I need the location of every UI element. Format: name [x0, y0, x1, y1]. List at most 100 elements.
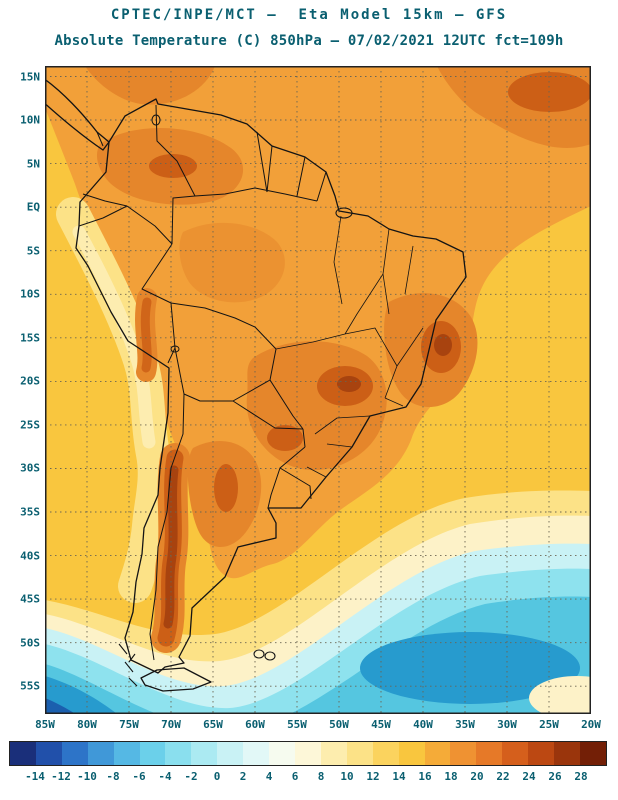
lon-label-50W: 50W: [329, 718, 349, 731]
coastline-central-america: [45, 78, 110, 151]
coastline-tierra-del-fuego: [140, 667, 212, 692]
colorbar-cell-13: [346, 742, 373, 765]
colorbar-cell-7: [191, 742, 218, 765]
map-frame: [45, 66, 591, 714]
colorbar-cell-19: [502, 742, 529, 765]
mild-patch-bottomright: [529, 676, 591, 714]
colorbar-cell-11: [294, 742, 321, 765]
colorbar-cell-0: [10, 742, 36, 765]
lon-label-65W: 65W: [203, 718, 223, 731]
hot-core-topright: [508, 72, 591, 112]
colorbar-cell-3: [87, 742, 114, 765]
colorbar-tick-28: 28: [574, 770, 588, 783]
lat-label-15S: 15S: [20, 331, 40, 345]
colorbar-cell-20: [528, 742, 555, 765]
colorbar: [9, 741, 607, 766]
colorbar-cell-1: [35, 742, 62, 765]
lon-label-80W: 80W: [77, 718, 97, 731]
lat-label-35S: 35S: [20, 505, 40, 519]
colorbar-cell-6: [165, 742, 192, 765]
lat-label-5S: 5S: [26, 244, 40, 258]
map-svg: [45, 66, 591, 714]
lon-label-45W: 45W: [371, 718, 391, 731]
colorbar-tick-8: 8: [317, 770, 325, 783]
cold-corner-pacific: [45, 676, 118, 714]
lon-label-55W: 55W: [287, 718, 307, 731]
field-warm-patch-topleft: [85, 66, 215, 105]
hot-core-pantanal: [267, 425, 303, 451]
temperature-field: [45, 66, 591, 714]
colorbar-tick--14: -14: [25, 770, 45, 783]
lon-label-40W: 40W: [413, 718, 433, 731]
field-peru-andes-core: [140, 297, 152, 373]
lon-label-35W: 35W: [455, 718, 475, 731]
lon-label-70W: 70W: [161, 718, 181, 731]
lat-label-25S: 25S: [20, 418, 40, 432]
field-hot-cores: [149, 72, 591, 512]
colorbar-cell-22: [579, 742, 606, 765]
state-borders-brazil: [275, 215, 424, 478]
falkland-west-island: [253, 649, 265, 659]
lon-axis: 85W 80W 75W 70W 65W 60W 55W 50W 45W 40W 35W 30W 25W 2…: [35, 718, 601, 732]
colorbar-cell-14: [372, 742, 399, 765]
colorbar-tick-14: 14: [392, 770, 406, 783]
lon-label-75W: 75W: [119, 718, 139, 731]
colorbar-tick-22: 22: [496, 770, 510, 783]
lat-label-10N: 10N: [20, 113, 40, 127]
colorbar-cell-17: [450, 742, 477, 765]
lat-label-40S: 40S: [20, 549, 40, 563]
lat-label-EQ: EQ: [26, 200, 40, 214]
field-warm-patch-amazon: [179, 222, 285, 303]
coldest-corner-pacific: [45, 698, 76, 714]
colorbar-cell-5: [139, 742, 166, 765]
colorbar-tick--10: -10: [77, 770, 97, 783]
colorbar-cell-10: [269, 742, 295, 765]
lat-label-30S: 30S: [20, 461, 40, 475]
hot-core-venezuela: [149, 154, 197, 178]
lat-label-55S: 55S: [20, 679, 40, 693]
lat-label-10S: 10S: [20, 287, 40, 301]
colorbar-tick-4: 4: [265, 770, 273, 783]
lon-label-30W: 30W: [497, 718, 517, 731]
colorbar-tick-26: 26: [548, 770, 562, 783]
hot-core-chaco: [214, 464, 238, 512]
hottest-central-brazil: [337, 376, 361, 392]
colorbar-cell-16: [424, 742, 451, 765]
colorbar-tick-18: 18: [444, 770, 458, 783]
lon-label-25W: 25W: [539, 718, 559, 731]
colorbar-tick-0: 0: [213, 770, 221, 783]
lat-label-5N: 5N: [26, 157, 40, 171]
andes-warm-streak-core: [163, 465, 179, 629]
coastline-fjords: [118, 643, 138, 687]
lat-label-50S: 50S: [20, 636, 40, 650]
colorbar-tick-2: 2: [239, 770, 247, 783]
colorbar-tick--8: -8: [106, 770, 120, 783]
colorbar-cell-2: [61, 742, 88, 765]
marajo-island: [335, 207, 353, 219]
lon-label-85W: 85W: [35, 718, 55, 731]
colorbar-tick--6: -6: [132, 770, 146, 783]
colorbar-tick-12: 12: [366, 770, 380, 783]
page-subtitle: Absolute Temperature (C) 850hPa — 07/02/…: [54, 33, 564, 49]
lat-label-45S: 45S: [20, 592, 40, 606]
colorbar-cell-8: [217, 742, 244, 765]
lat-label-20S: 20S: [20, 374, 40, 388]
coastline-south-america: [75, 98, 467, 674]
lat-axis: 15N 10N 5N EQ 5S 10S 15S 20S 25S 30S 35S 40S 45S 50S 5…: [4, 66, 42, 714]
colorbar-tick-20: 20: [470, 770, 484, 783]
colorbar-tick--4: -4: [158, 770, 172, 783]
colorbar-tick-6: 6: [291, 770, 299, 783]
country-borders: [78, 104, 327, 661]
lon-label-60W: 60W: [245, 718, 265, 731]
colorbar-tick-16: 16: [418, 770, 432, 783]
colorbar-cell-21: [554, 742, 580, 765]
falkland-east-island: [264, 651, 276, 661]
colorbar-cell-4: [113, 742, 140, 765]
colorbar-cell-12: [320, 742, 347, 765]
colorbar-tick--12: -12: [51, 770, 71, 783]
lon-label-20W: 20W: [581, 718, 601, 731]
colorbar-tick--2: -2: [184, 770, 198, 783]
hottest-ne-brazil: [434, 334, 452, 356]
colorbar-labels: -14 -12 -10 -8 -6 -4 -2 0 2 4 6 8 10 12 14 16 18 20 22 24 26…: [9, 770, 607, 784]
